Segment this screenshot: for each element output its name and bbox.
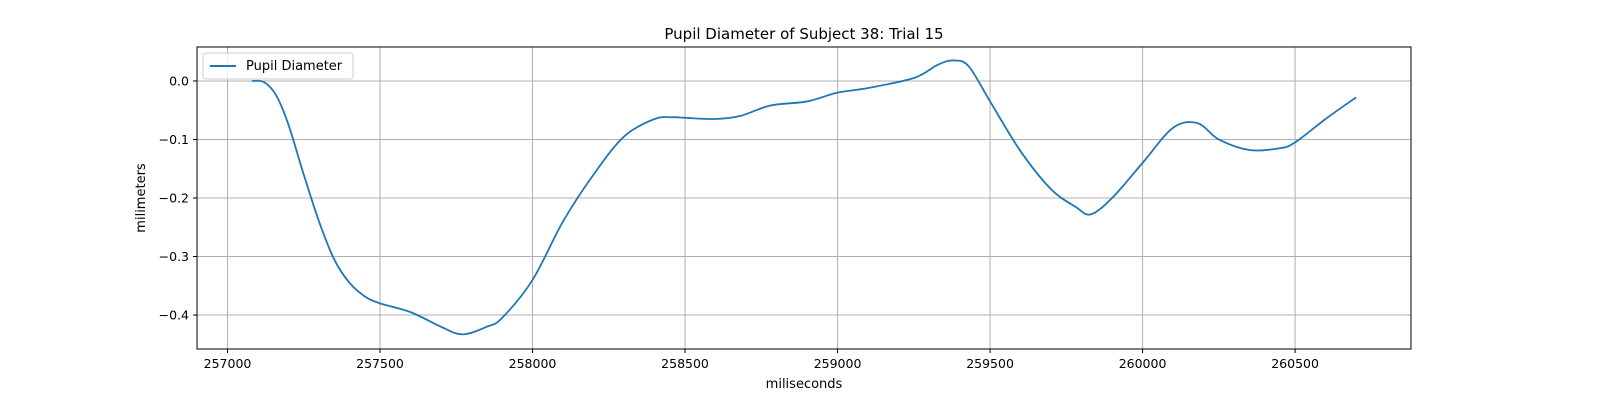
legend-box	[202, 52, 354, 80]
y-tick-label: −0.3	[159, 249, 189, 264]
x-tick-label: 258500	[661, 356, 709, 371]
series-line-pupil-diameter	[251, 59, 1357, 336]
legend-label: Pupil Diameter	[246, 59, 343, 74]
x-tick-label: 258000	[509, 356, 557, 371]
y-tick-label: −0.1	[159, 132, 189, 147]
x-ticks: 257000 257500 258000 258500 259000 259500 2600…	[204, 349, 1319, 371]
grid	[197, 47, 1411, 349]
chart-title: Pupil Diameter of Subject 38: Trial 15	[664, 25, 943, 43]
x-tick-label: 257000	[204, 356, 252, 371]
x-tick-label: 260500	[1271, 356, 1319, 371]
x-axis-label: miliseconds	[766, 377, 843, 392]
legend: Pupil Diameter	[202, 52, 354, 80]
y-ticks: 0.0 −0.1 −0.2 −0.3 −0.4	[159, 73, 197, 323]
x-tick-label: 259000	[814, 356, 862, 371]
y-tick-label: 0.0	[169, 73, 189, 88]
x-tick-label: 260000	[1119, 356, 1167, 371]
y-tick-label: −0.2	[159, 191, 189, 206]
x-tick-label: 257500	[356, 356, 404, 371]
series-layer	[251, 59, 1357, 336]
x-tick-label: 259500	[966, 356, 1014, 371]
y-axis-label: milimeters	[134, 163, 149, 233]
y-tick-label: −0.4	[159, 308, 189, 323]
